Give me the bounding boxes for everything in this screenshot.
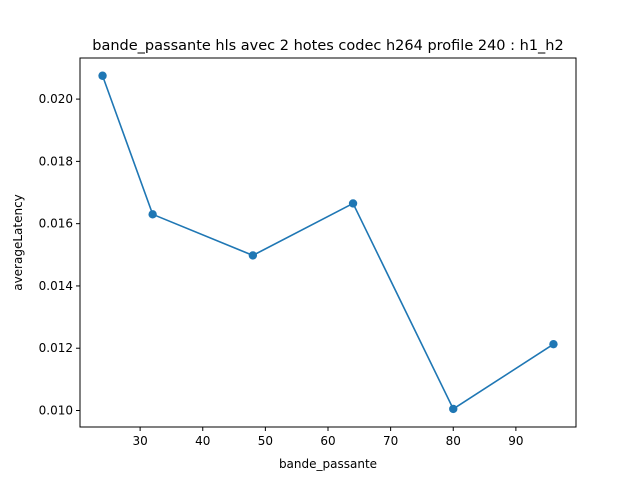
x-axis-label: bande_passante bbox=[279, 457, 377, 471]
axes-frame bbox=[79, 57, 577, 428]
chart-title: bande_passante hls avec 2 hotes codec h2… bbox=[92, 38, 563, 54]
x-tick-label: 50 bbox=[258, 434, 273, 448]
x-tick-label: 60 bbox=[320, 434, 335, 448]
y-tick-label: 0.014 bbox=[39, 279, 73, 293]
x-tick-label: 30 bbox=[132, 434, 147, 448]
plot-area bbox=[98, 71, 558, 414]
y-tick-label: 0.020 bbox=[39, 92, 73, 106]
data-point bbox=[348, 199, 358, 208]
y-tick-label: 0.018 bbox=[39, 154, 73, 168]
x-axis: 30 40 50 60 70 80 90 bbox=[132, 427, 524, 448]
y-tick-label: 0.016 bbox=[39, 217, 73, 231]
x-tick-label: 90 bbox=[508, 434, 523, 448]
x-tick-label: 40 bbox=[195, 434, 210, 448]
y-axis-label: averageLatency bbox=[11, 194, 25, 291]
y-axis: 0.010 0.012 0.014 0.016 0.018 0.020 bbox=[39, 92, 80, 417]
data-point bbox=[98, 71, 107, 80]
data-point bbox=[549, 339, 558, 349]
x-tick-label: 70 bbox=[383, 434, 398, 448]
series-line bbox=[101, 75, 554, 411]
y-tick-label: 0.012 bbox=[39, 341, 73, 355]
data-point bbox=[449, 404, 458, 414]
data-point bbox=[148, 210, 157, 219]
x-tick-label: 80 bbox=[446, 434, 461, 448]
data-point bbox=[248, 251, 258, 260]
y-tick-label: 0.010 bbox=[39, 403, 73, 417]
